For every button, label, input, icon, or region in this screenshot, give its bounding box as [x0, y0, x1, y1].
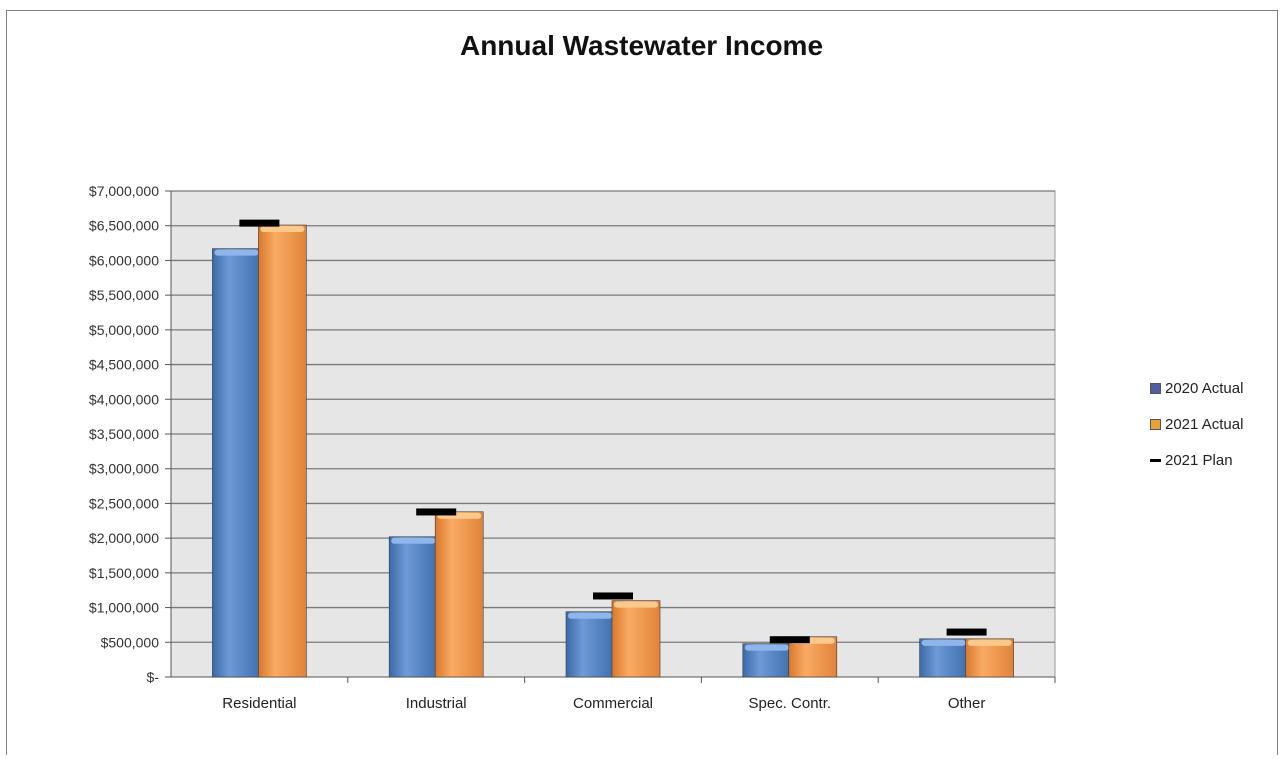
y-tick-label: $4,500,000 — [89, 357, 159, 373]
y-tick-label: $3,000,000 — [89, 461, 159, 477]
y-tick-label: $7,000,000 — [89, 183, 159, 199]
bar-2021 — [258, 224, 307, 678]
legend-item-2020-actual: 2020 Actual — [1150, 370, 1243, 406]
bar-highlight — [744, 644, 789, 651]
bar-2020 — [565, 611, 615, 678]
y-tick-label: $500,000 — [101, 634, 160, 650]
y-tick-label: $2,000,000 — [89, 530, 159, 546]
bar-2020 — [212, 248, 261, 678]
y-tick-label: $- — [147, 669, 160, 685]
x-tick-label: Spec. Contr. — [749, 695, 832, 712]
bar-highlight — [214, 249, 259, 256]
bar-highlight — [921, 639, 966, 646]
y-tick-label: $2,500,000 — [89, 495, 159, 511]
legend-item-2021-actual: 2021 Actual — [1150, 406, 1243, 442]
y-tick-label: $5,500,000 — [89, 287, 159, 303]
y-tick-label: $6,000,000 — [89, 252, 159, 268]
bar-highlight — [391, 537, 436, 544]
plan-marker — [239, 219, 280, 227]
bar-highlight — [568, 612, 612, 619]
x-tick-label: Residential — [222, 695, 296, 712]
x-tick-label: Other — [948, 695, 986, 712]
bar-highlight — [967, 639, 1012, 646]
legend-label-2020: 2020 Actual — [1165, 379, 1244, 397]
legend-swatch-2021 — [1150, 418, 1161, 430]
plan-marker — [946, 628, 987, 636]
chart-frame — [6, 10, 1278, 755]
bar-2021 — [611, 600, 661, 678]
legend-label-plan: 2021 Plan — [1165, 451, 1233, 469]
chart-title: Annual Wastewater Income — [459, 30, 824, 61]
plan-marker — [769, 636, 810, 644]
plan-marker — [416, 508, 457, 516]
x-tick-label: Industrial — [406, 695, 467, 712]
bar-highlight — [260, 226, 305, 233]
plan-marker — [593, 592, 633, 600]
bar-2021 — [434, 511, 484, 678]
legend-swatch-2020 — [1150, 382, 1161, 394]
y-tick-label: $5,000,000 — [89, 322, 159, 338]
legend-marker-plan — [1150, 458, 1161, 462]
legend-item-2021-plan: 2021 Plan — [1150, 442, 1243, 478]
y-tick-label: $4,000,000 — [89, 391, 159, 407]
y-tick-label: $3,500,000 — [89, 426, 159, 442]
x-tick-label: Commercial — [573, 695, 653, 712]
y-tick-label: $6,500,000 — [89, 218, 159, 234]
y-tick-label: $1,000,000 — [89, 600, 159, 616]
legend: 2020 Actual 2021 Actual 2021 Plan — [1150, 370, 1243, 478]
y-tick-label: $1,500,000 — [89, 565, 159, 581]
bar-2020 — [388, 536, 438, 678]
legend-label-2021: 2021 Actual — [1165, 415, 1244, 433]
bar-highlight — [614, 601, 658, 608]
